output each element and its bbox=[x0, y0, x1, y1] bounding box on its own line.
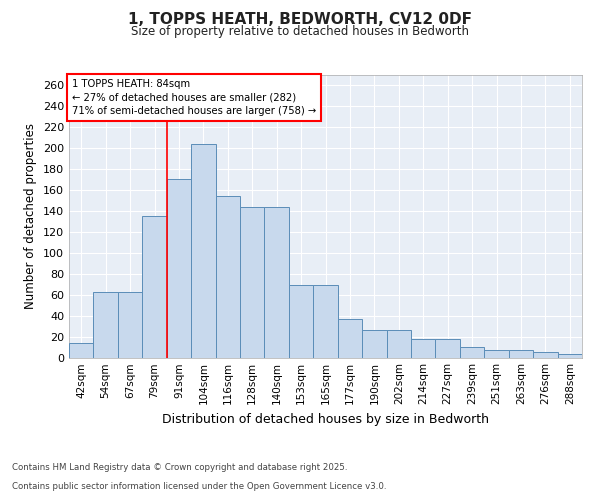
Bar bbox=[240, 207, 265, 358]
Bar bbox=[142, 216, 167, 358]
Bar bbox=[118, 292, 142, 358]
Bar bbox=[94, 292, 118, 358]
Text: Contains HM Land Registry data © Crown copyright and database right 2025.: Contains HM Land Registry data © Crown c… bbox=[12, 464, 347, 472]
Bar bbox=[460, 347, 484, 358]
Bar bbox=[533, 352, 557, 358]
Bar bbox=[386, 330, 411, 357]
Bar bbox=[167, 178, 191, 358]
Text: Contains public sector information licensed under the Open Government Licence v3: Contains public sector information licen… bbox=[12, 482, 386, 491]
Bar bbox=[215, 196, 240, 358]
Bar bbox=[338, 319, 362, 358]
Bar bbox=[265, 207, 289, 358]
Bar bbox=[557, 354, 582, 358]
Bar bbox=[436, 338, 460, 357]
Bar bbox=[69, 343, 94, 357]
Bar bbox=[484, 350, 509, 358]
Bar bbox=[191, 144, 215, 358]
X-axis label: Distribution of detached houses by size in Bedworth: Distribution of detached houses by size … bbox=[162, 413, 489, 426]
Text: 1, TOPPS HEATH, BEDWORTH, CV12 0DF: 1, TOPPS HEATH, BEDWORTH, CV12 0DF bbox=[128, 12, 472, 28]
Text: Size of property relative to detached houses in Bedworth: Size of property relative to detached ho… bbox=[131, 25, 469, 38]
Bar bbox=[289, 286, 313, 358]
Bar bbox=[362, 330, 386, 357]
Y-axis label: Number of detached properties: Number of detached properties bbox=[25, 123, 37, 309]
Bar bbox=[411, 338, 436, 357]
Bar bbox=[509, 350, 533, 358]
Bar bbox=[313, 286, 338, 358]
Text: 1 TOPPS HEATH: 84sqm
← 27% of detached houses are smaller (282)
71% of semi-deta: 1 TOPPS HEATH: 84sqm ← 27% of detached h… bbox=[71, 79, 316, 116]
